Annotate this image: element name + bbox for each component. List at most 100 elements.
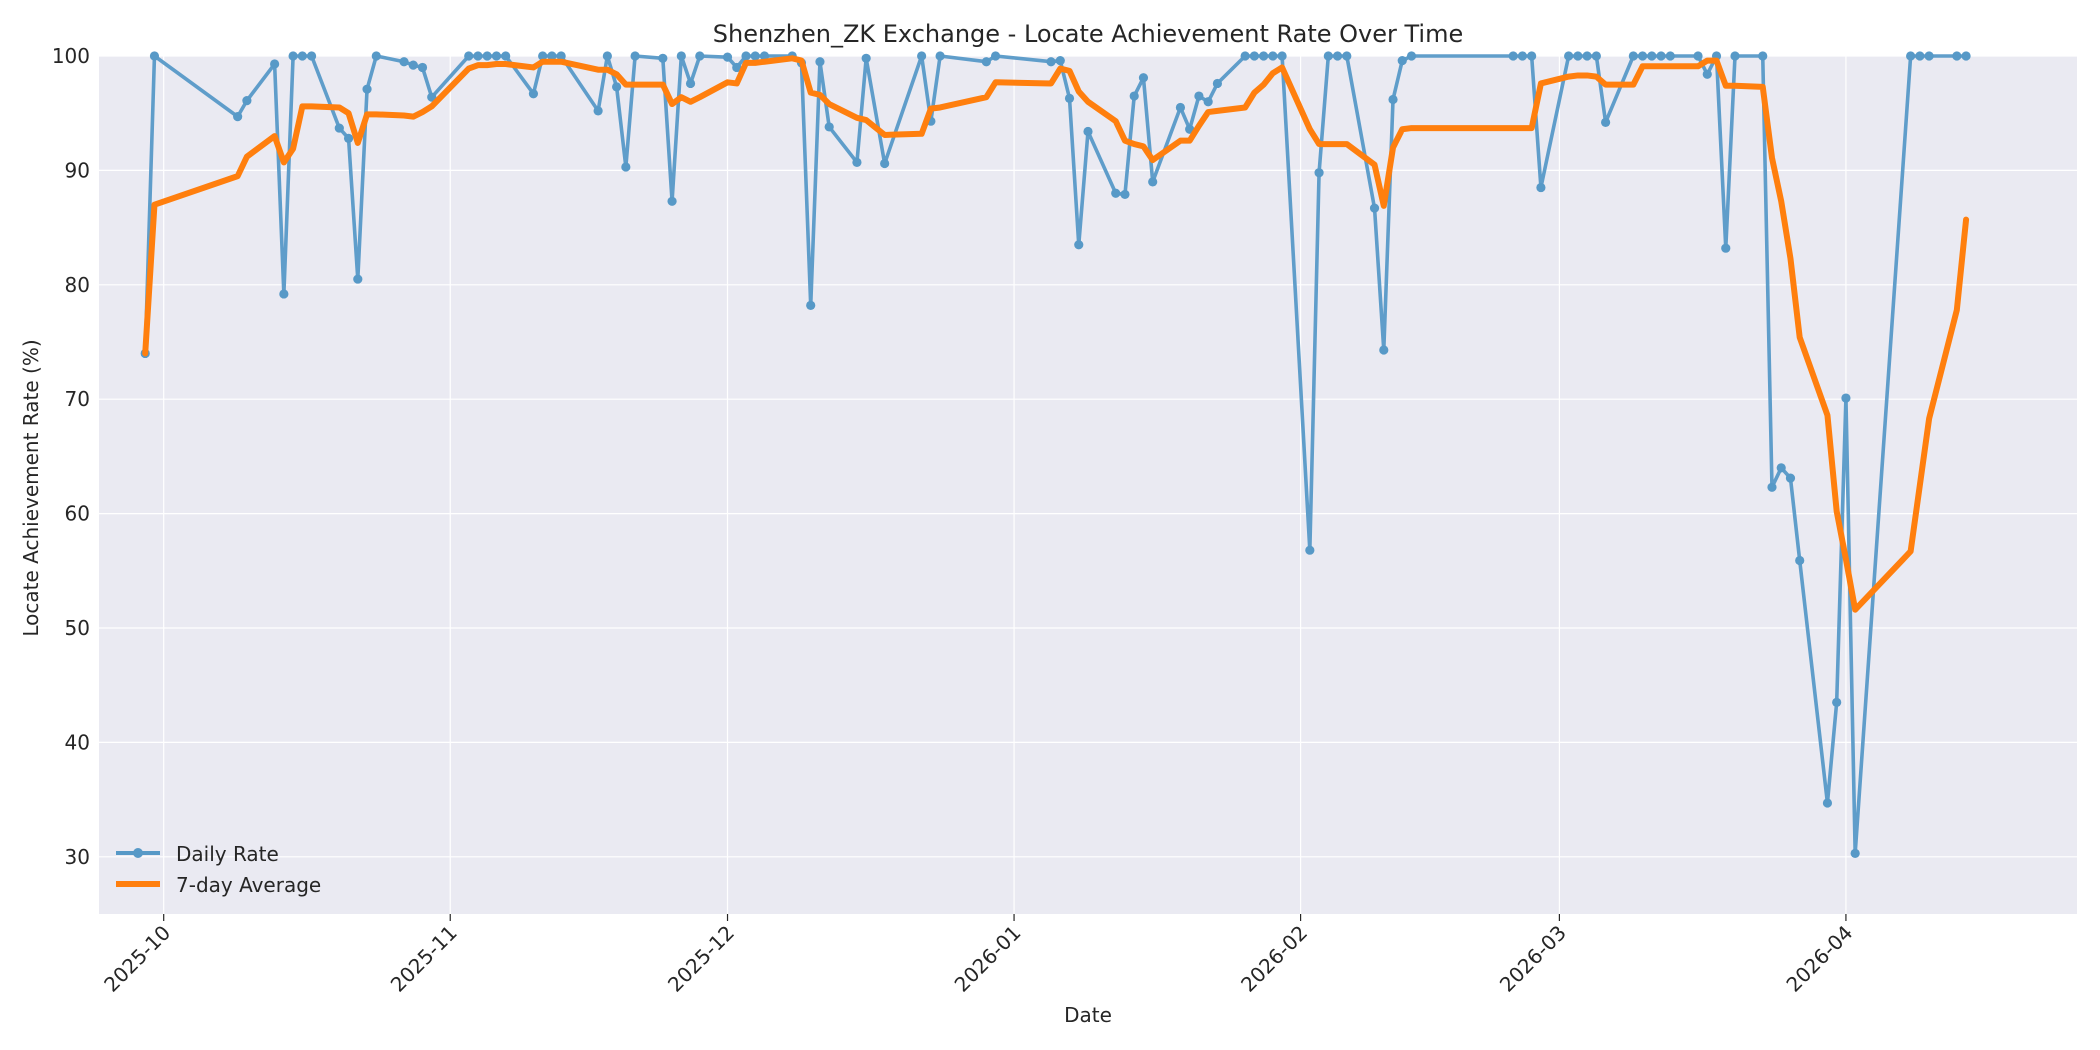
data-point xyxy=(288,51,298,61)
data-point xyxy=(1120,189,1130,200)
data-point xyxy=(1397,55,1407,66)
data-point xyxy=(1138,73,1149,83)
data-point xyxy=(1573,51,1583,61)
y-tick-label: 40 xyxy=(65,730,90,754)
data-point xyxy=(630,51,640,61)
data-point xyxy=(399,57,409,67)
data-point xyxy=(556,51,566,61)
data-point xyxy=(1841,393,1851,403)
data-point xyxy=(667,196,677,206)
data-point xyxy=(306,51,317,61)
data-point xyxy=(362,84,372,94)
data-point xyxy=(1527,51,1537,61)
data-point xyxy=(750,51,760,61)
data-point xyxy=(1601,117,1611,127)
y-axis-title: Locate Achievement Rate (%) xyxy=(19,339,43,636)
data-point xyxy=(732,62,742,73)
data-point xyxy=(1388,94,1398,105)
legend-item-daily-rate: Daily Rate xyxy=(116,842,279,866)
data-point xyxy=(482,51,492,61)
data-point xyxy=(759,51,770,61)
data-point xyxy=(612,82,622,92)
data-point xyxy=(1212,78,1222,89)
data-point xyxy=(1111,188,1121,198)
data-point xyxy=(491,51,502,61)
data-point xyxy=(343,133,354,143)
data-point xyxy=(1074,240,1084,250)
data-point xyxy=(149,51,160,61)
data-point xyxy=(242,96,252,106)
data-point xyxy=(1083,126,1093,137)
data-point xyxy=(981,57,991,67)
data-point xyxy=(528,89,539,99)
data-point xyxy=(1194,91,1204,101)
data-point xyxy=(1517,51,1528,61)
data-point xyxy=(1591,51,1601,61)
data-point xyxy=(1915,51,1925,61)
y-tick-label: 80 xyxy=(65,273,90,297)
data-point xyxy=(1148,177,1158,187)
data-point xyxy=(1323,51,1333,61)
data-point xyxy=(676,51,686,61)
data-point xyxy=(417,62,428,73)
plot-area xyxy=(99,56,2077,914)
data-point xyxy=(861,53,871,63)
data-point xyxy=(1129,91,1139,101)
data-point xyxy=(1582,51,1592,61)
data-point xyxy=(1046,57,1056,67)
data-point xyxy=(1906,51,1916,61)
data-point xyxy=(1249,51,1259,61)
data-point xyxy=(824,122,834,132)
data-point xyxy=(1647,51,1657,61)
data-point xyxy=(806,300,816,310)
data-point xyxy=(1850,848,1860,858)
data-point xyxy=(1961,51,1971,61)
data-point xyxy=(1055,55,1065,66)
x-axis-title: Date xyxy=(1064,1003,1112,1027)
data-point xyxy=(1175,102,1186,113)
data-point xyxy=(917,51,927,61)
legend: Daily Rate 7-day Average xyxy=(116,842,321,897)
data-point xyxy=(1924,51,1934,61)
data-point xyxy=(1637,51,1648,61)
data-point xyxy=(1564,51,1574,61)
data-point xyxy=(1758,51,1768,61)
data-point xyxy=(547,51,557,61)
data-point xyxy=(621,162,631,172)
data-point xyxy=(1305,545,1315,555)
data-point xyxy=(233,112,243,122)
data-point xyxy=(1665,51,1675,61)
data-point xyxy=(464,51,474,61)
data-point xyxy=(279,289,289,299)
data-point xyxy=(1795,555,1805,566)
average-line xyxy=(142,55,1970,613)
data-point xyxy=(1656,51,1666,61)
data-point xyxy=(1767,482,1777,492)
data-point xyxy=(1536,182,1546,193)
data-point xyxy=(852,157,862,167)
data-point xyxy=(270,59,280,69)
data-point xyxy=(473,51,483,61)
data-point xyxy=(741,51,751,61)
data-point xyxy=(1785,473,1796,483)
data-point xyxy=(1693,51,1703,61)
data-point xyxy=(722,52,733,62)
data-point xyxy=(538,51,548,61)
data-point xyxy=(353,274,363,284)
data-point xyxy=(602,51,612,61)
data-point xyxy=(297,51,307,61)
data-point xyxy=(593,106,603,116)
data-point xyxy=(815,57,825,67)
data-point xyxy=(685,78,696,89)
chart-title: Shenzhen_ZK Exchange - Locate Achievemen… xyxy=(713,20,1464,48)
y-tick-label: 100 xyxy=(52,44,90,68)
data-point xyxy=(1277,51,1287,61)
data-point xyxy=(1259,51,1269,61)
data-point xyxy=(427,92,437,102)
data-point xyxy=(1952,51,1962,61)
data-point xyxy=(1730,51,1740,61)
legend-item-7-day-average: 7-day Average xyxy=(116,873,321,897)
data-point xyxy=(935,51,945,61)
data-point xyxy=(1508,51,1518,61)
